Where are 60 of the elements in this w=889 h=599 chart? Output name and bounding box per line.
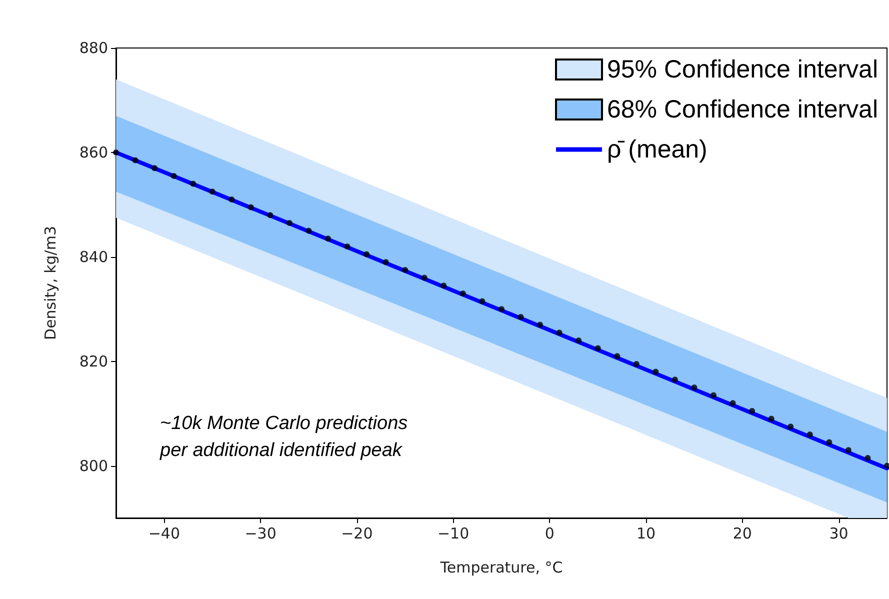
point <box>421 274 428 281</box>
point <box>325 236 332 242</box>
point <box>209 188 216 195</box>
point <box>710 392 717 398</box>
point <box>248 204 254 210</box>
x-tick-label: 0 <box>544 524 554 542</box>
point <box>749 408 756 414</box>
point <box>672 376 678 383</box>
point <box>190 180 196 187</box>
legend-label: 68% Confidence interval <box>607 96 878 124</box>
point <box>788 424 794 430</box>
point <box>806 431 813 438</box>
y-tick-label: 820 <box>79 352 108 370</box>
point <box>884 462 889 469</box>
point <box>364 251 370 258</box>
point <box>228 196 235 202</box>
x-tick-label: −20 <box>341 524 373 542</box>
legend-label: ρ̄ (mean) <box>607 136 708 164</box>
point <box>633 360 640 367</box>
point <box>652 368 659 375</box>
point <box>344 243 350 250</box>
x-tick-label: −40 <box>148 524 180 542</box>
y-tick-label: 800 <box>79 456 108 475</box>
y-tick-label: 840 <box>79 248 108 266</box>
point <box>730 400 736 406</box>
x-axis-title: Temperature, °C <box>439 558 563 576</box>
x-tick-label: 10 <box>636 524 656 542</box>
point <box>113 149 119 156</box>
point <box>768 416 774 422</box>
point <box>556 330 562 336</box>
point <box>537 322 544 328</box>
y-tick-label: 860 <box>79 143 108 162</box>
y-axis-title: Density, kg/m3 <box>42 226 60 340</box>
point <box>594 345 601 352</box>
point <box>382 259 389 266</box>
point <box>479 298 486 304</box>
x-tick-label: 20 <box>732 524 752 542</box>
point <box>614 353 620 360</box>
point <box>460 290 466 296</box>
x-tick-label: −30 <box>244 524 276 542</box>
point <box>691 384 698 390</box>
point <box>267 212 274 218</box>
annotation: ~10k Monte Carlo predictions per additional identified peak <box>159 413 408 461</box>
point <box>306 228 312 234</box>
point <box>440 282 447 289</box>
x-tick-label: 30 <box>829 524 848 542</box>
y-tick-label: 880 <box>79 39 108 57</box>
legend-label: 95% Confidence interval <box>607 56 878 84</box>
point <box>170 172 177 179</box>
point <box>402 266 408 273</box>
point <box>576 337 582 344</box>
point <box>864 454 871 461</box>
point <box>286 220 292 226</box>
point <box>518 314 524 320</box>
x-tick-label: −10 <box>437 524 470 542</box>
point <box>845 447 852 454</box>
point <box>498 306 504 312</box>
point <box>826 439 832 446</box>
point <box>152 165 158 172</box>
point <box>132 157 138 164</box>
